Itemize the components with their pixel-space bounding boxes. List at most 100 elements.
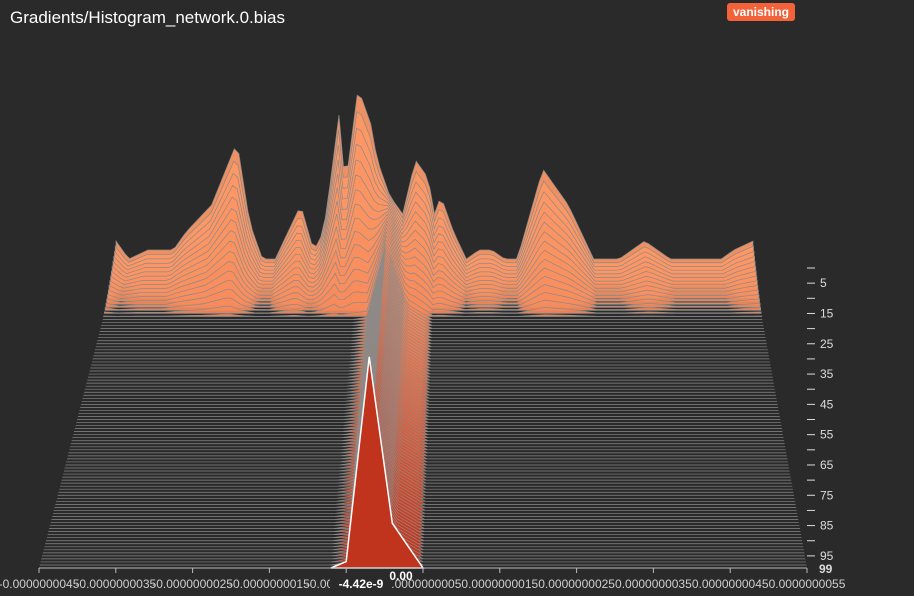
ridge-step-80 bbox=[53, 430, 797, 511]
ridge-step-50 bbox=[77, 340, 781, 420]
ridge-step-97 bbox=[40, 482, 806, 563]
ridge-step-53 bbox=[74, 349, 782, 429]
x-tick-label: 0.0000000055 bbox=[769, 577, 846, 591]
ridge-step-9 bbox=[108, 217, 759, 296]
ridge-step-81 bbox=[53, 433, 798, 514]
ridge-step-64 bbox=[66, 381, 788, 463]
ridge-step-88 bbox=[47, 454, 801, 536]
ridge-step-94 bbox=[42, 473, 805, 554]
ridge-step-22 bbox=[98, 260, 765, 336]
ridge-step-82 bbox=[52, 436, 798, 517]
ridge-step-70 bbox=[61, 399, 792, 481]
x-tick-label: 0.0000000025 bbox=[538, 577, 615, 591]
y-tick-label: 45 bbox=[820, 397, 834, 411]
hover-x-bg bbox=[330, 575, 392, 591]
ridge-step-93 bbox=[43, 469, 804, 551]
ridge-step-54 bbox=[74, 352, 783, 432]
ridge-step-26 bbox=[95, 271, 768, 348]
ridge-step-35 bbox=[88, 297, 773, 375]
ridge-step-12 bbox=[106, 227, 760, 305]
ridge-step-96 bbox=[41, 479, 806, 560]
ridge-step-39 bbox=[85, 308, 775, 387]
ridge-step-11 bbox=[107, 223, 760, 302]
ridge-step-74 bbox=[58, 411, 794, 493]
x-tick-label: 0.0000000005 bbox=[385, 577, 462, 591]
x-tick-label: 0.0000000035 bbox=[615, 577, 692, 591]
ridge-step-25 bbox=[96, 268, 767, 345]
y-tick-label: 65 bbox=[820, 458, 834, 472]
ridge-step-16 bbox=[103, 242, 763, 317]
ridge-step-27 bbox=[95, 274, 768, 351]
ridge-step-45 bbox=[81, 326, 778, 405]
y-tick-label: 5 bbox=[820, 276, 827, 290]
ridge-step-90 bbox=[46, 460, 803, 542]
ridge-step-17 bbox=[102, 246, 763, 320]
ridge-step-31 bbox=[91, 285, 770, 363]
ridge-step-61 bbox=[68, 373, 787, 454]
x-tick-label: -0.0000000025 bbox=[152, 577, 233, 591]
ridge-step-89 bbox=[46, 457, 802, 539]
ridge-step-83 bbox=[51, 439, 799, 520]
ridge-step-51 bbox=[76, 343, 781, 423]
ridge-step-66 bbox=[64, 387, 789, 469]
ridge-step-77 bbox=[56, 421, 795, 502]
ridge-step-30 bbox=[92, 282, 770, 360]
y-tick-label: 35 bbox=[820, 367, 834, 381]
chart-title: Gradients/Histogram_network.0.bias bbox=[10, 8, 285, 27]
ridge-step-18 bbox=[102, 248, 763, 323]
ridge-step-19 bbox=[101, 251, 764, 326]
ridge-step-63 bbox=[67, 379, 788, 460]
vanishing-badge: vanishing bbox=[727, 3, 796, 21]
ridge-step-86 bbox=[49, 448, 800, 529]
ridge-step-69 bbox=[62, 396, 791, 478]
ridge-step-84 bbox=[50, 442, 799, 523]
x-tick-label: 0.0000000045 bbox=[692, 577, 769, 591]
hover-readout: -4.42e-9 0.00 bbox=[330, 569, 413, 591]
ridge-step-91 bbox=[45, 463, 803, 545]
x-axis: -0.0000000045-0.0000000035-0.0000000025-… bbox=[0, 567, 846, 591]
y-tick-label: 85 bbox=[820, 519, 834, 533]
x-tick-label: -0.0000000045 bbox=[0, 577, 80, 591]
ridge-step-46 bbox=[80, 328, 779, 408]
ridge-step-47 bbox=[79, 331, 779, 411]
y-last-step-label: 99 bbox=[819, 562, 833, 576]
ridge-step-40 bbox=[84, 311, 775, 390]
ridge-step-15 bbox=[103, 238, 762, 314]
ridge-step-68 bbox=[63, 393, 791, 475]
ridge-step-48 bbox=[78, 334, 780, 414]
ridge-step-21 bbox=[99, 257, 765, 332]
y-tick-label: 95 bbox=[820, 549, 834, 563]
y-tick-label: 55 bbox=[820, 428, 834, 442]
ridge-step-92 bbox=[44, 466, 804, 548]
ridge-step-59 bbox=[70, 367, 786, 448]
ridge-step-43 bbox=[82, 320, 777, 399]
y-tick-label: 75 bbox=[820, 488, 834, 502]
ridge-step-65 bbox=[65, 384, 789, 466]
ridge-step-60 bbox=[69, 370, 786, 451]
ridge-step-20 bbox=[100, 254, 764, 329]
ridge-step-98 bbox=[39, 485, 807, 566]
x-tick-label: -0.0000000035 bbox=[75, 577, 156, 591]
ridge-step-13 bbox=[105, 230, 761, 308]
ridge-step-85 bbox=[49, 445, 800, 526]
ridge-step-44 bbox=[81, 323, 777, 402]
ridge-step-71 bbox=[60, 402, 792, 484]
ridge-step-28 bbox=[94, 277, 769, 354]
ridge-step-33 bbox=[90, 291, 771, 369]
x-tick-label: -0.0000000015 bbox=[229, 577, 310, 591]
ridge-step-37 bbox=[87, 302, 774, 381]
ridge-step-72 bbox=[60, 405, 793, 487]
ridge-step-36 bbox=[88, 300, 773, 378]
ridge-step-76 bbox=[56, 418, 795, 499]
ridge-step-87 bbox=[48, 451, 801, 532]
ridge-step-52 bbox=[75, 346, 782, 426]
ridge-step-67 bbox=[63, 390, 790, 472]
ridge-step-14 bbox=[104, 234, 761, 311]
ridge-step-56 bbox=[72, 358, 784, 439]
ridge-step-79 bbox=[54, 427, 797, 508]
y-tick-label: 15 bbox=[820, 306, 834, 320]
ridge-step-78 bbox=[55, 424, 796, 505]
x-tick-label: 0.0000000015 bbox=[461, 577, 538, 591]
ridge-step-49 bbox=[77, 337, 780, 417]
